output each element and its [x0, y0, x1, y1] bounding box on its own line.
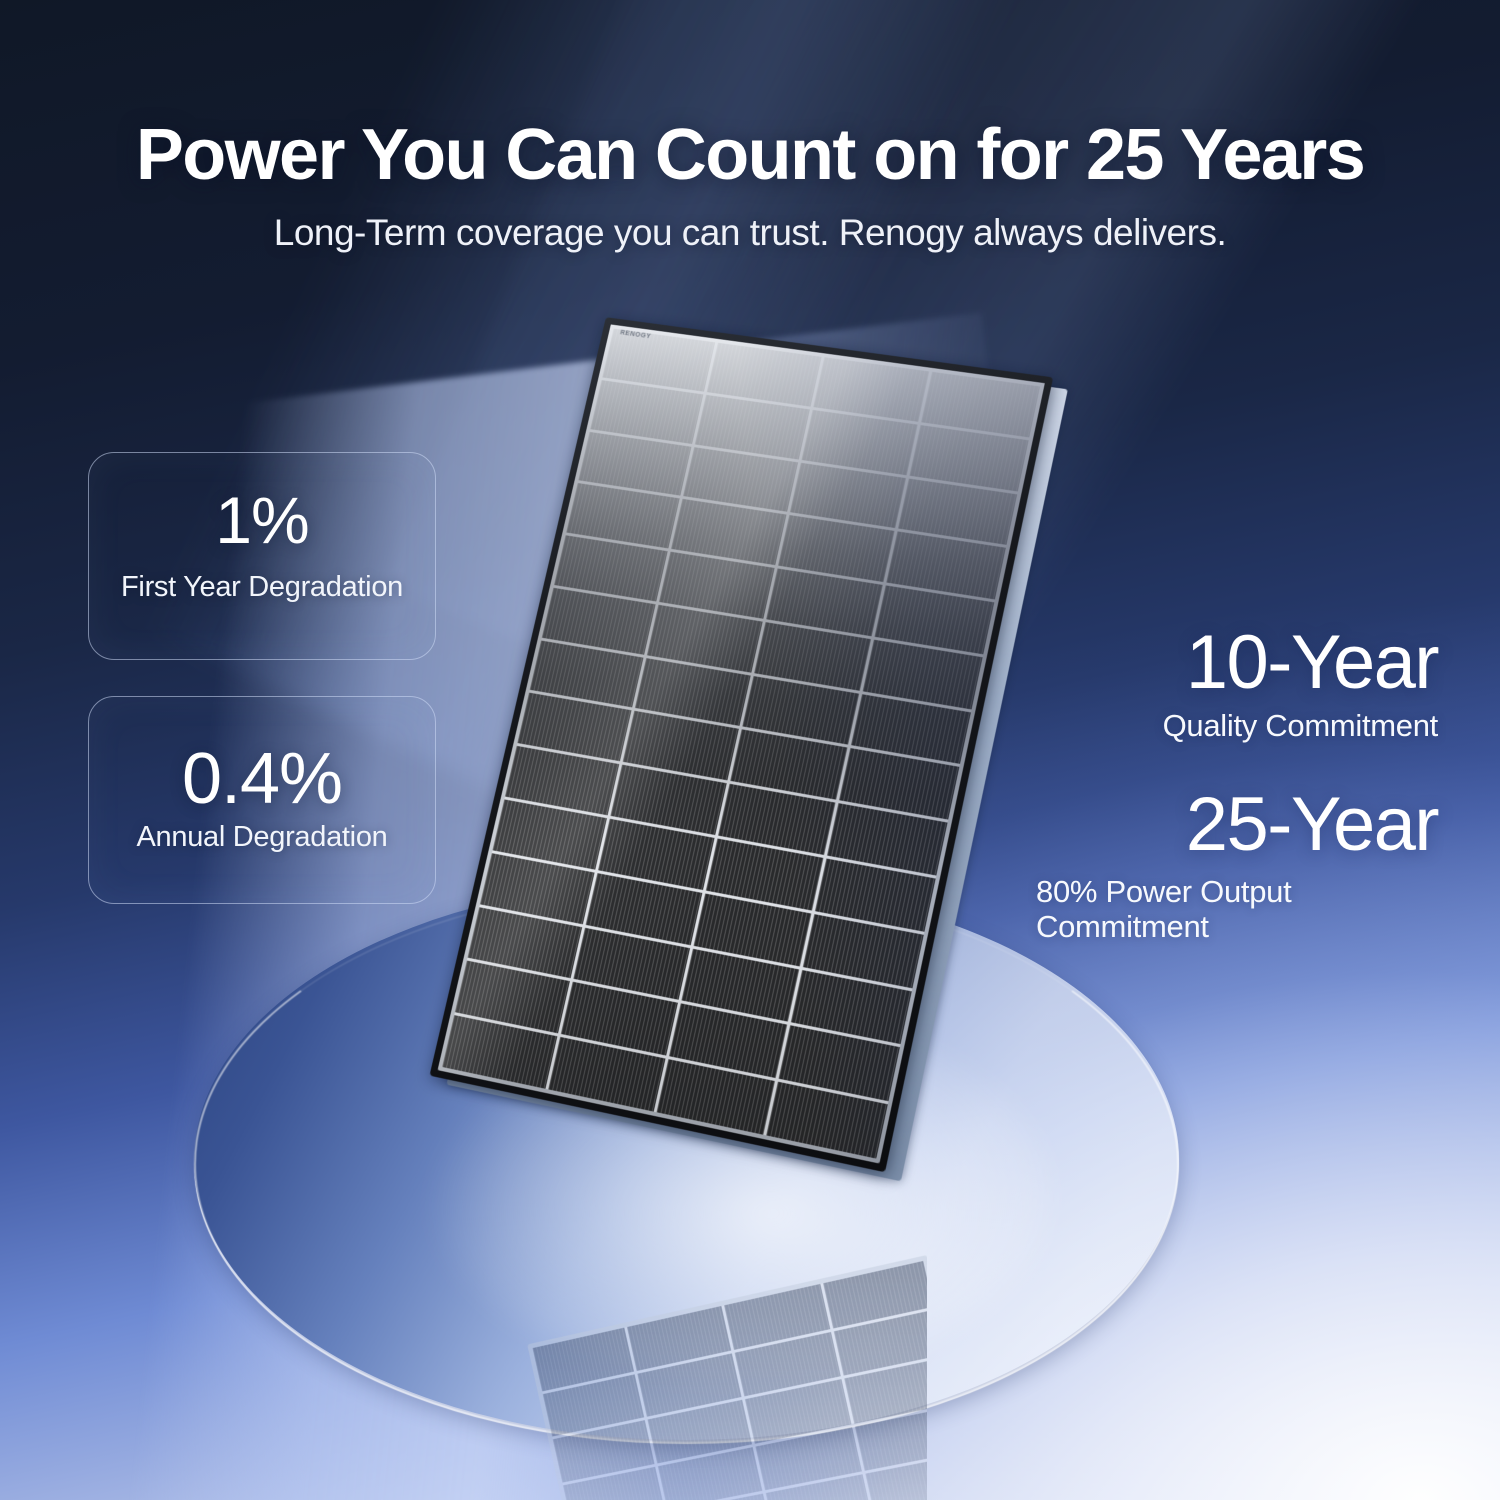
solar-cell — [777, 515, 895, 583]
solar-cell — [827, 803, 948, 876]
solar-cell — [610, 764, 727, 836]
solar-cell — [670, 499, 786, 566]
solar-cell — [886, 531, 1006, 600]
solar-cell — [566, 483, 680, 549]
commitment-quality: 10-Year Quality Commitment — [1018, 620, 1440, 743]
solar-cell — [921, 371, 1041, 438]
solar-cell — [492, 799, 607, 870]
solar-cell-reflection — [657, 1446, 762, 1500]
solar-cell-reflection — [562, 1466, 665, 1500]
solar-cell — [812, 357, 930, 422]
solar-cell — [789, 462, 907, 529]
solar-cell — [529, 640, 644, 708]
page-subtitle: Long-Term coverage you can trust. Renogy… — [273, 212, 1227, 253]
solar-cell — [694, 394, 810, 460]
solar-cell — [590, 379, 704, 444]
solar-cell — [634, 657, 751, 727]
solar-cell — [729, 729, 848, 800]
ground-disc — [194, 880, 1179, 1440]
solar-cell — [541, 587, 656, 655]
stat-value: 0.4% — [181, 739, 343, 819]
solar-cell — [554, 535, 668, 602]
solar-cell — [765, 568, 884, 637]
stat-card-first-year-degradation: 1% First Year Degradation — [88, 452, 436, 660]
stat-card-annual-degradation: 0.4% Annual Degradation — [88, 696, 436, 904]
solar-cell — [646, 604, 763, 673]
page-title: Power You Can Count on for 25 Years — [135, 115, 1366, 195]
solar-cell — [622, 711, 739, 781]
solar-cell — [753, 621, 872, 691]
stat-label: First Year Degradation — [121, 571, 403, 603]
solar-cell — [909, 424, 1029, 492]
solar-cell-reflection — [754, 1426, 863, 1491]
commitment-power-output: 25-Year 80% Power Output Commitment — [1018, 782, 1440, 945]
panel-brand-mark: RENOGY — [619, 329, 652, 341]
solar-cell — [851, 693, 971, 765]
solar-cell — [874, 585, 995, 655]
solar-cell — [741, 675, 860, 746]
solar-cell — [682, 446, 798, 512]
stat-value: 1% — [215, 483, 309, 557]
solar-cell-reflection — [865, 1454, 977, 1500]
solar-cell — [578, 431, 692, 496]
solar-cell — [517, 693, 632, 762]
solar-cell — [898, 478, 1018, 546]
solar-cell — [602, 328, 715, 392]
stat-label: Annual Degradation — [136, 821, 388, 853]
commitment-description: 80% Power Output Commitment — [1036, 873, 1292, 945]
commitment-term: 10-Year — [1185, 620, 1440, 705]
solar-cell — [801, 409, 918, 475]
commitment-description: Quality Commitment — [1162, 707, 1439, 743]
solar-cell — [504, 746, 619, 816]
solar-cell-reflection — [667, 1493, 773, 1500]
solar-cell — [658, 551, 775, 619]
solar-cell — [863, 639, 983, 710]
solar-cell-reflection — [765, 1474, 873, 1500]
solar-cell — [717, 783, 836, 856]
solar-cell — [839, 748, 960, 820]
commitment-term: 25-Year — [1185, 782, 1440, 867]
solar-cell — [706, 342, 822, 407]
